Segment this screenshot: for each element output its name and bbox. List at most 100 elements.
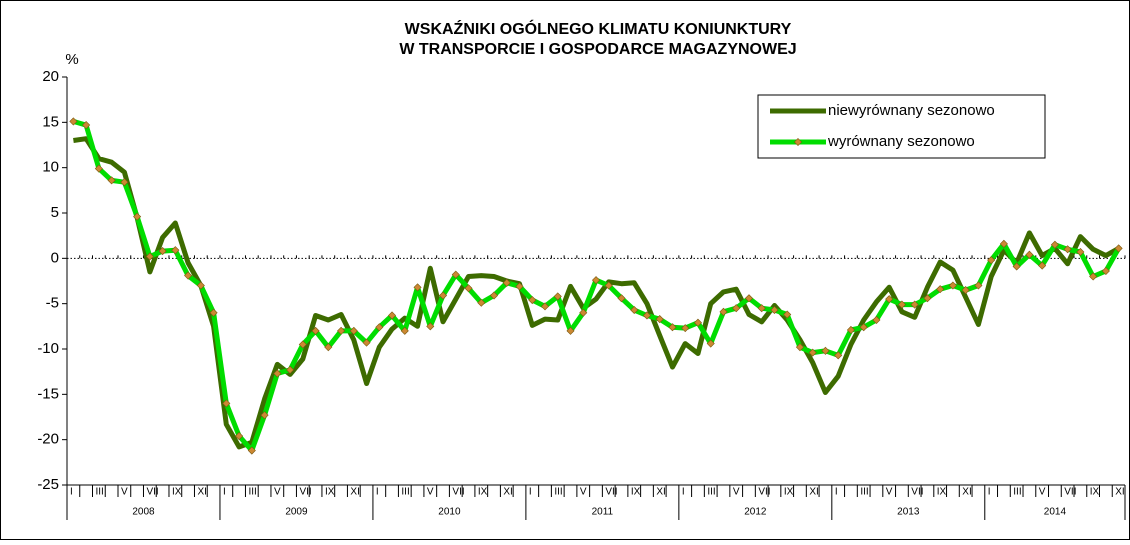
marker [808,348,817,357]
marker [655,315,664,324]
marker [260,411,269,420]
x-tick-label: III [95,487,103,498]
x-tick-label: I [835,487,838,498]
marker [477,298,486,307]
y-tick-label: -20 [37,431,59,448]
x-tick-label: III [860,487,868,498]
x-tick-label: IX [478,487,488,498]
x-tick-label: IX [937,487,947,498]
marker [706,339,715,348]
marker [770,305,779,315]
y-tick-label: -5 [46,295,59,312]
legend-label: wyrównany sezonowo [827,133,975,150]
marker [388,311,397,320]
x-tick-label: XI [1115,487,1124,498]
marker [604,281,613,290]
marker [528,296,537,305]
marker [337,326,346,335]
marker [158,247,167,256]
x-tick-label: III [554,487,562,498]
y-tick-label: 15 [42,113,59,130]
marker [872,315,881,325]
marker [171,246,180,255]
x-tick-label: VII [911,487,923,498]
marker [668,323,677,332]
x-tick-label: V [427,487,434,498]
marker [311,326,320,335]
marker [426,322,435,331]
year-label: 2009 [285,507,308,518]
marker [451,270,460,279]
marker [94,164,103,173]
marker [910,300,919,309]
x-tick-label: XI [197,487,206,498]
marker [821,346,830,355]
x-tick-label: I [988,487,991,498]
marker [617,294,626,303]
y-tick-label: -10 [37,340,59,357]
x-tick-label: VII [1064,487,1076,498]
marker [846,325,855,334]
x-tick-label: III [401,487,409,498]
marker [439,291,448,300]
chart-title: WSKAŹNIKI OGÓLNEGO KLIMATU KONIUNKTURY [405,19,792,38]
marker [1063,245,1072,254]
marker [82,121,91,130]
y-tick-label: 5 [51,204,59,221]
x-tick-label: I [223,487,226,498]
marker [145,252,154,261]
chart-title: W TRANSPORCIE I GOSPODARCE MAGAZYNOWEJ [399,41,796,58]
marker [923,294,932,303]
marker [324,343,333,352]
marker [553,292,562,301]
marker [744,294,753,303]
x-tick-label: VII [605,487,617,498]
marker [783,310,792,319]
marker [795,343,804,352]
x-tick-label: XI [350,487,359,498]
marker [1050,240,1059,249]
marker [974,281,983,290]
x-tick-label: I [376,487,379,498]
marker [1114,244,1123,253]
x-tick-label: V [274,487,281,498]
x-tick-label: IX [325,487,335,498]
x-tick-label: IX [784,487,794,498]
legend-box [757,94,1046,159]
marker [69,117,78,126]
x-tick-label: I [682,487,685,498]
x-tick-label: VII [452,487,464,498]
x-tick-label: VII [299,487,311,498]
marker [222,399,231,408]
marker [591,276,601,285]
marker [235,432,244,441]
year-label: 2010 [438,507,461,518]
y-tick-label: 0 [51,249,59,266]
marker [1101,267,1110,276]
x-tick-label: V [1039,487,1046,498]
marker [732,304,741,313]
marker [349,326,358,335]
marker [375,323,384,332]
marker [273,369,282,378]
marker [464,284,473,293]
marker [120,178,129,187]
marker [1012,262,1021,271]
marker [247,446,256,455]
y-tick-label: 20 [42,68,59,85]
x-tick-label: XI [656,487,665,498]
marker [987,256,996,265]
marker [362,338,371,347]
marker [286,365,295,374]
marker [948,281,957,290]
x-tick-label: I [70,487,73,498]
y-tick-label: -15 [37,385,59,402]
y-axis-label: % [65,51,78,68]
marker [1038,261,1047,270]
marker [719,307,728,316]
year-label: 2008 [132,507,155,518]
marker [566,326,575,335]
legend-label: niewyrównany sezonowo [828,102,995,119]
marker [1089,272,1098,281]
